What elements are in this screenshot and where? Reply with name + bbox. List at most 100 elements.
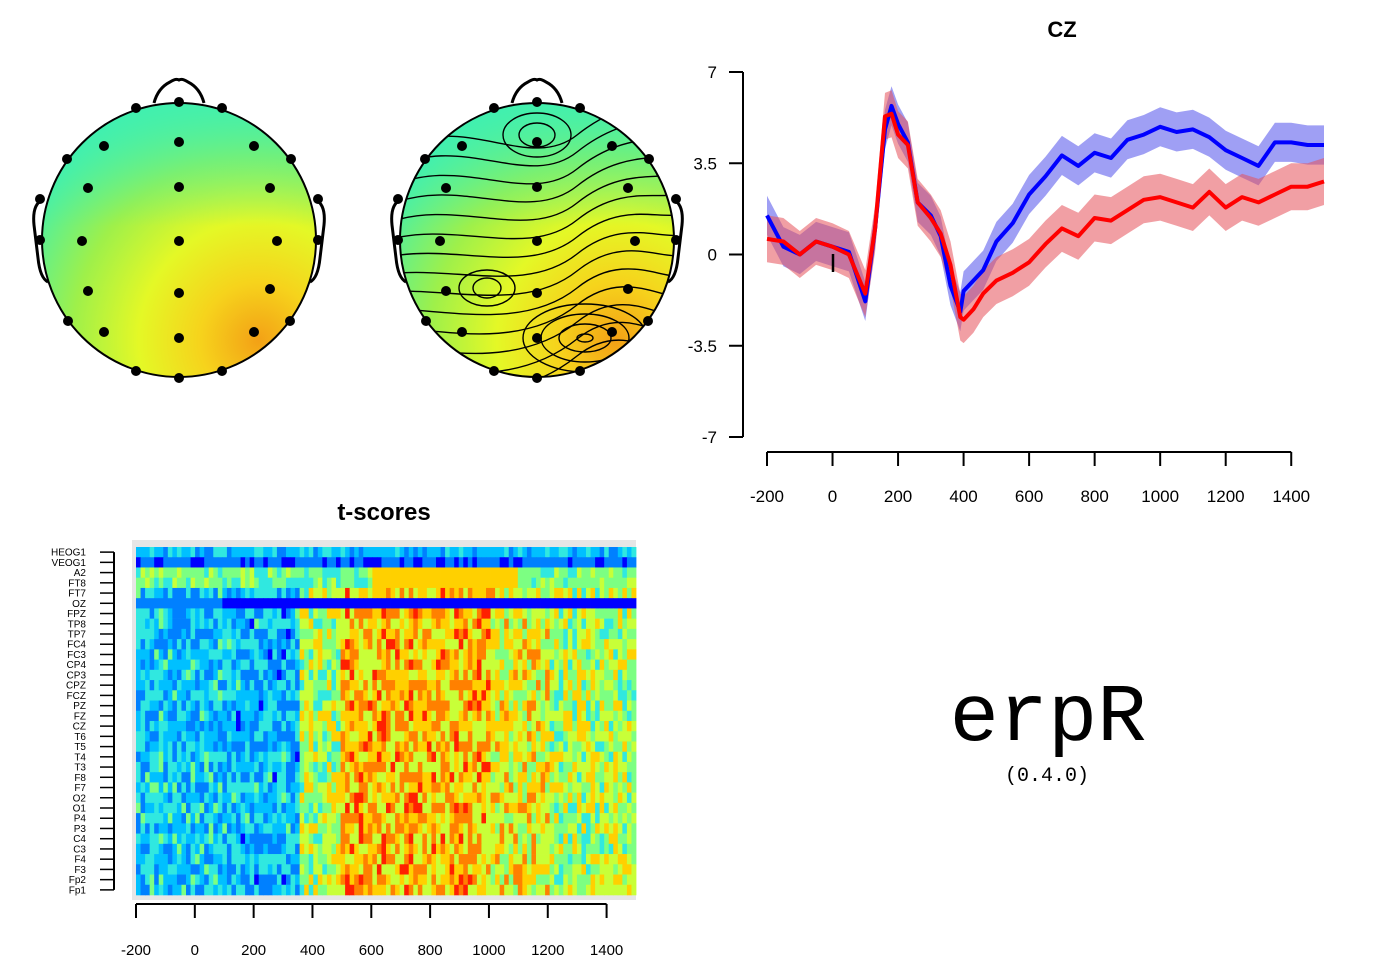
heatmap-cell <box>163 618 169 630</box>
heatmap-cell <box>322 669 328 681</box>
heatmap-cell <box>340 639 346 650</box>
heatmap-cell <box>195 618 201 630</box>
heatmap-cell <box>445 813 451 824</box>
heatmap-cell <box>163 864 169 875</box>
heatmap-cell <box>367 854 373 865</box>
heatmap-cell <box>390 649 396 660</box>
heatmap-cell <box>349 843 355 855</box>
heatmap-cell <box>290 741 296 753</box>
heatmap-cell <box>326 659 332 671</box>
heatmap-cell <box>222 547 228 558</box>
heatmap-cell <box>417 843 423 855</box>
heatmap-cell <box>399 690 405 701</box>
heatmap-cell <box>504 884 510 896</box>
heatmap-cell <box>245 700 251 712</box>
heatmap-cell <box>217 577 223 589</box>
heatmap-cell <box>563 700 569 712</box>
heatmap-cell <box>567 843 573 855</box>
heatmap-cell <box>431 669 437 681</box>
heatmap-cell <box>267 792 273 804</box>
x-tick-label: 200 <box>241 942 266 959</box>
heatmap-cell <box>308 772 314 783</box>
heatmap-cell <box>267 598 273 609</box>
heatmap-cell <box>495 751 501 763</box>
heatmap-cell <box>613 792 619 804</box>
heatmap-cell <box>390 700 396 712</box>
heatmap-cell <box>536 639 541 650</box>
heatmap-cell <box>163 792 169 804</box>
heatmap-cell <box>476 843 482 855</box>
heatmap-cell <box>413 700 419 712</box>
heatmap-cell <box>245 557 251 568</box>
heatmap-cell <box>208 700 214 712</box>
heatmap-cell <box>440 854 446 865</box>
heatmap-cell <box>499 598 505 609</box>
heatmap-cell <box>586 792 591 804</box>
heatmap-cell <box>154 628 160 640</box>
heatmap-cell <box>513 680 519 691</box>
heatmap-cell <box>549 547 555 558</box>
heatmap-cell <box>536 864 541 875</box>
heatmap-cell <box>572 649 578 660</box>
heatmap-cell <box>249 833 255 845</box>
heatmap-cell <box>381 577 387 589</box>
heatmap-cell <box>299 598 305 609</box>
heatmap-cell <box>245 659 251 671</box>
heatmap-cell <box>313 741 319 753</box>
heatmap-cell <box>413 864 419 875</box>
heatmap-cell <box>404 608 410 619</box>
heatmap-cell <box>399 628 405 640</box>
heatmap-cell <box>504 751 510 763</box>
heatmap-cell <box>490 751 496 763</box>
heatmap-cell <box>313 823 319 834</box>
heatmap-cell <box>372 884 378 896</box>
heatmap-cell <box>413 884 419 896</box>
heatmap-cell <box>595 792 601 804</box>
row-label: TP8 <box>68 619 87 630</box>
heatmap-cell <box>495 843 501 855</box>
heatmap-cell <box>154 547 160 558</box>
heatmap-cell <box>222 680 228 691</box>
heatmap-cell <box>476 669 482 681</box>
heatmap-cell <box>481 547 487 558</box>
heatmap-cell <box>304 567 310 579</box>
heatmap-cell <box>367 761 373 773</box>
heatmap-cell <box>626 639 632 650</box>
heatmap-cell <box>317 577 323 589</box>
heatmap-cell <box>526 669 532 681</box>
heatmap-cell <box>436 751 441 763</box>
heatmap-cell <box>199 659 205 671</box>
heatmap-cell <box>631 628 637 640</box>
heatmap-cell <box>181 598 187 609</box>
heatmap-cell <box>267 854 273 865</box>
heatmap-cell <box>558 751 564 763</box>
heatmap-cell <box>567 700 573 712</box>
heatmap-cell <box>236 577 241 589</box>
heatmap-cell <box>536 721 541 732</box>
heatmap-cell <box>208 864 214 875</box>
heatmap-cell <box>463 649 469 660</box>
heatmap-cell <box>358 639 364 650</box>
heatmap-cell <box>136 659 141 671</box>
heatmap-cell <box>272 864 278 875</box>
heatmap-cell <box>340 669 346 681</box>
heatmap-cell <box>472 721 478 732</box>
heatmap-cell <box>626 761 632 773</box>
heatmap-cell <box>413 782 419 793</box>
heatmap-cell <box>472 823 478 834</box>
heatmap-cell <box>386 649 391 660</box>
heatmap-cell <box>181 772 187 783</box>
heatmap-cell <box>349 649 355 660</box>
heatmap-cell <box>490 547 496 558</box>
heatmap-cell <box>608 618 614 630</box>
heatmap-cell <box>272 680 278 691</box>
heatmap-cell <box>454 690 460 701</box>
heatmap-cell <box>608 598 614 609</box>
heatmap-cell <box>467 843 473 855</box>
heatmap-cell <box>295 802 301 814</box>
heatmap-cell <box>181 802 187 814</box>
heatmap-cell <box>208 587 214 599</box>
heatmap-cell <box>408 874 414 886</box>
heatmap-cell <box>254 618 260 630</box>
heatmap-cell <box>440 782 446 793</box>
